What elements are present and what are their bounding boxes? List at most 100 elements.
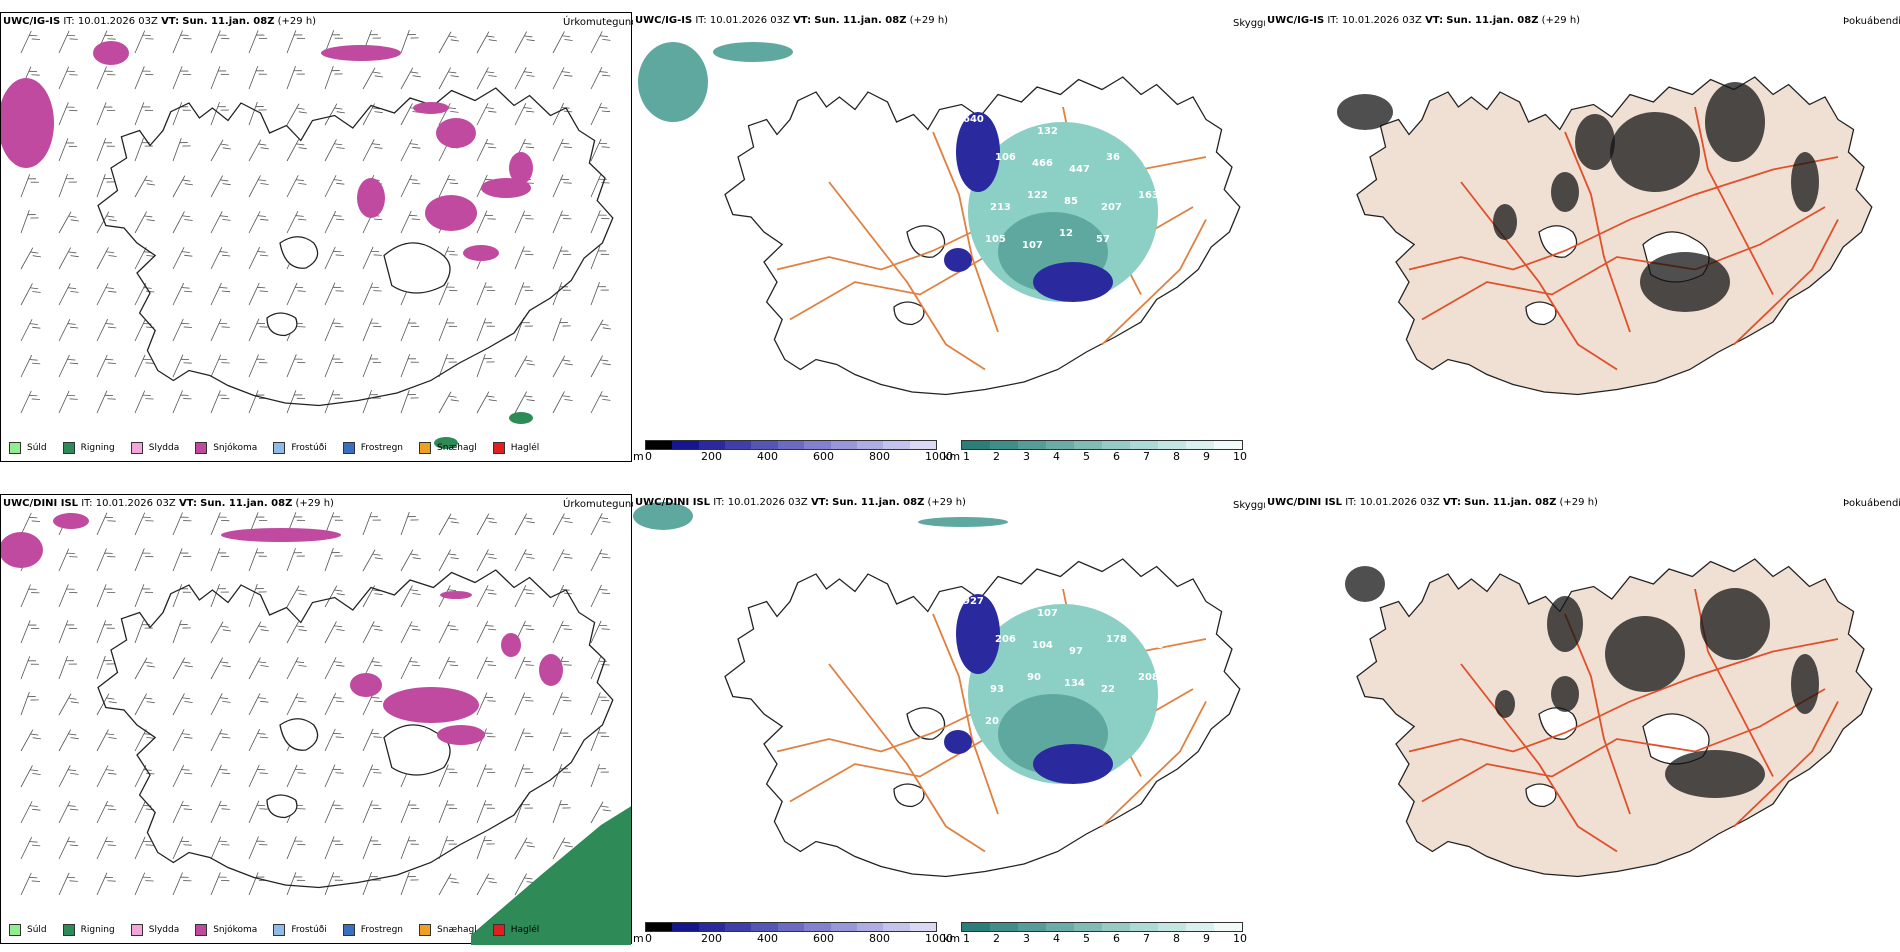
it-value: 10.01.2026 03Z [77,16,158,27]
visibility-tick: 2 [993,932,1000,945]
fog-shade [1495,690,1515,718]
vt-label: VT: [178,498,197,509]
fog-shade [1551,676,1579,712]
it-value: 10.01.2026 03Z [709,15,790,26]
legend-item: Snæhagl [419,924,477,936]
precip-legend: Súld Rigning Slydda Snjókoma Frostúði Frostre… [1,438,631,458]
cloudbase-label: 24 [1143,158,1157,169]
visibility-tick: 6 [1113,932,1120,945]
panel-title: Þokuábendi [1843,16,1900,27]
legend-label: Slydda [148,443,180,453]
snow-area [1,532,43,568]
cloudbase-colorbar: m 0 200 400 600 800 1000 [633,440,953,470]
panel-title: Skyggni [1233,500,1273,511]
cloudbase-tick: 600 [813,450,834,463]
legend-swatch [62,442,75,454]
snow-area [53,513,89,529]
cloudbase-label: 122 [1027,190,1048,201]
iceland-outline [97,569,614,889]
it-label: IT: [695,15,707,26]
it-value: 10.01.2026 03Z [95,498,176,509]
cloudbase-label: 90 [1027,672,1041,683]
visibility-tick: 9 [1203,932,1210,945]
cloudbase-tick: 200 [701,450,722,463]
vt-value: Sun. 11.jan. 08Z [182,16,275,27]
panel-title: Skyggni [1233,18,1273,29]
vt-value: Sun. 11.jan. 08Z [814,15,907,26]
legend-label: Slydda [148,925,180,935]
legend-item: Snjókoma [195,442,257,454]
visibility-tick: 8 [1173,450,1180,463]
visibility-panel: 640 194 132 218 25 166 106 466 447 36 24 213 122 85 20… [633,12,1263,463]
cloudbase-label: 22 [1101,684,1115,695]
legend-swatch [273,442,286,454]
legend-label: Rigning [80,443,115,453]
it-label: IT: [1345,497,1357,508]
cloudbase-label: 57 [1096,234,1110,245]
legend-item: Haglél [492,924,539,936]
legend-item: Rigning [62,442,115,454]
legend-swatch [62,924,75,936]
vt-value: Sun. 11.jan. 08Z [200,498,293,509]
snow-area [221,528,341,542]
visibility-colorbar: km 1 2 3 4 5 6 7 8 9 10 [943,440,1247,470]
legend-swatch [419,924,432,936]
vt-value: Sun. 11.jan. 08Z [1446,15,1539,26]
wind-barbs [20,511,612,896]
snow-area [350,673,382,697]
snow-area [436,118,476,148]
model-name: UWC/IG-IS [1267,15,1325,26]
snow-area [437,725,485,745]
cloudbase-label: 93 [990,684,1004,695]
cloudbase-label: 213 [990,202,1011,213]
cloudbase-label: 104 [1032,640,1053,651]
cloudbase-label: 166 [1074,596,1095,607]
rain-area [434,437,458,449]
cloudbase-label: 25 [1111,120,1125,131]
vt-label: VT: [810,497,829,508]
cloudbase-label: 208 [1138,672,1159,683]
snow-area [93,41,129,65]
iceland-outline [1356,558,1873,878]
cloudbase-label: 106 [995,152,1016,163]
vt-label: VT: [1442,497,1461,508]
legend-item: Súld [9,924,47,936]
vt-value: Sun. 11.jan. 08Z [1464,497,1557,508]
low-cloud-area [944,248,972,272]
cloudbase-label: 134 [1064,678,1085,689]
cloudbase-label: 12 [1059,228,1073,239]
panel-header: UWC/DINI ISL IT: 10.01.2026 03Z VT: Sun.… [3,498,334,509]
visibility-tick: 4 [1053,450,1060,463]
cloudbase-label: 121 [1148,608,1169,619]
snow-area [413,102,449,114]
cloudbase-tick: 400 [757,450,778,463]
cloudbase-label: 166 [1148,126,1169,137]
legend-label: Snjókoma [213,925,258,935]
legend-item: Frostúði [273,924,327,936]
legend-label: Haglél [510,443,540,453]
legend-item: Rigning [62,924,115,936]
cloudbase-bar [645,922,937,932]
fog-patch [713,42,793,62]
cloudbase-label: 132 [1037,126,1058,137]
cloudbase-label: 85 [1064,196,1078,207]
visibility-tick: 10 [1233,932,1247,945]
rain-area [509,412,533,424]
fog-patch [633,502,693,530]
fog-shade [1700,588,1770,660]
panel-title: Úrkomutegund [563,17,638,28]
snow-area [321,45,401,61]
panel-header: UWC/IG-IS IT: 10.01.2026 03Z VT: Sun. 11… [3,16,316,27]
precip-legend: Súld Rigning Slydda Snjókoma Frostúði Frostre… [1,920,631,940]
fog-shade [1705,82,1765,162]
fog-index-panel: UWC/DINI ISL IT: 10.01.2026 03Z VT: Sun.… [1265,494,1900,944]
legend-item: Snjókoma [195,924,257,936]
visibility-bar [961,922,1243,932]
cloudbase-tick: 1000 [925,450,953,463]
visibility-tick: 8 [1173,932,1180,945]
rain-area [471,806,631,945]
cloudbase-bar [645,440,937,450]
cloudbase-label: 36 [1106,152,1120,163]
legend-item: Súld [9,442,47,454]
legend-label: Rigning [80,925,115,935]
